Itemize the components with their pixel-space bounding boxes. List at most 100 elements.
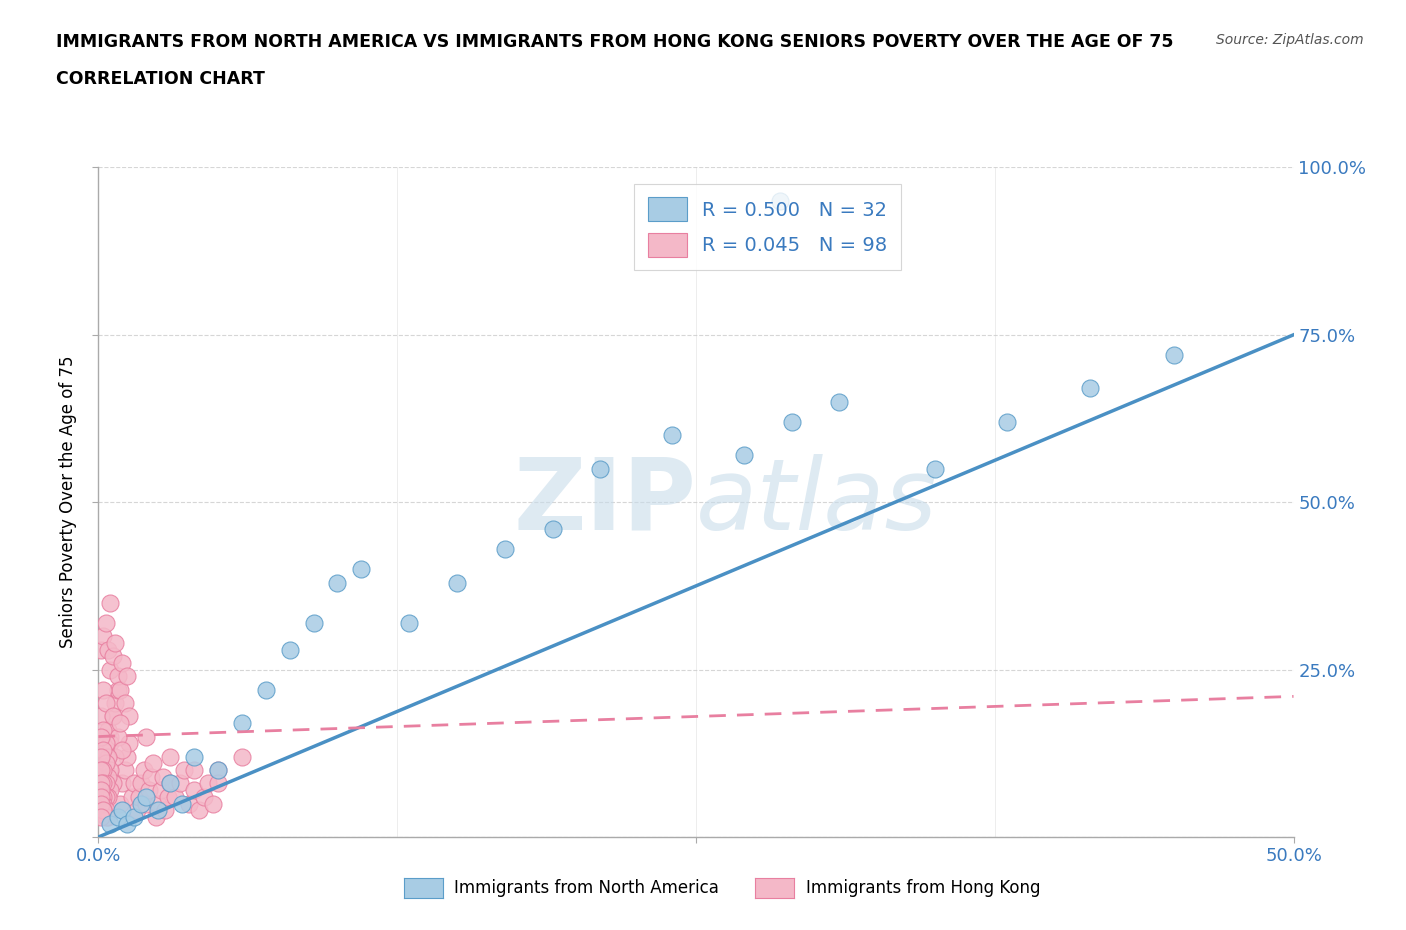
Point	[132, 763, 155, 777]
Point	[91, 742, 114, 757]
Point	[135, 729, 157, 744]
Text: Immigrants from North America: Immigrants from North America	[454, 879, 718, 897]
Point	[828, 394, 851, 409]
Point	[494, 541, 516, 556]
Text: atlas: atlas	[696, 454, 938, 551]
Point	[254, 683, 277, 698]
Point	[302, 616, 325, 631]
Point	[661, 428, 683, 443]
Point	[107, 729, 129, 744]
Point	[98, 595, 122, 610]
Point	[107, 683, 129, 698]
Point	[98, 817, 122, 831]
Point	[108, 683, 131, 698]
Point	[90, 783, 112, 798]
Point	[156, 790, 179, 804]
Point	[142, 756, 165, 771]
Point	[163, 790, 186, 804]
Point	[94, 696, 117, 711]
Point	[172, 796, 194, 811]
Point	[541, 522, 564, 537]
Point	[1163, 348, 1185, 363]
Point	[125, 803, 148, 817]
Point	[183, 783, 205, 798]
Legend: R = 0.500   N = 32, R = 0.045   N = 98: R = 0.500 N = 32, R = 0.045 N = 98	[634, 184, 901, 270]
Point	[90, 642, 112, 657]
Point	[108, 796, 131, 811]
Point	[197, 776, 219, 790]
Point	[101, 649, 124, 664]
Point	[94, 756, 117, 771]
Text: CORRELATION CHART: CORRELATION CHART	[56, 70, 266, 87]
Text: ZIP: ZIP	[513, 454, 696, 551]
Point	[733, 448, 755, 463]
Point	[231, 716, 253, 731]
Point	[121, 790, 143, 804]
Point	[155, 803, 177, 817]
Point	[202, 796, 225, 811]
Point	[104, 696, 127, 711]
Point	[118, 709, 141, 724]
Point	[149, 783, 172, 798]
Point	[97, 723, 120, 737]
Point	[139, 769, 162, 784]
Point	[104, 635, 127, 650]
Point	[207, 763, 229, 777]
Point	[446, 575, 468, 590]
Point	[97, 790, 120, 804]
Point	[94, 736, 117, 751]
Point	[152, 769, 174, 784]
Point	[187, 803, 209, 817]
Point	[128, 790, 150, 804]
Point	[91, 723, 114, 737]
Point	[768, 193, 790, 208]
Point	[91, 803, 114, 817]
Point	[124, 776, 146, 790]
Point	[207, 763, 229, 777]
Point	[91, 629, 114, 644]
Point	[169, 776, 191, 790]
Point	[115, 669, 138, 684]
Point	[91, 776, 114, 790]
Point	[278, 642, 301, 657]
Point	[135, 796, 157, 811]
Point	[179, 796, 201, 811]
Point	[94, 790, 117, 804]
Point	[135, 790, 157, 804]
Point	[97, 750, 120, 764]
Point	[131, 796, 153, 811]
Point	[159, 776, 181, 790]
Point	[115, 750, 138, 764]
Point	[183, 763, 205, 777]
Point	[115, 817, 138, 831]
Point	[114, 763, 136, 777]
Point	[101, 709, 124, 724]
Point	[193, 790, 215, 804]
Point	[98, 783, 122, 798]
Point	[97, 809, 120, 824]
Point	[104, 750, 127, 764]
Point	[124, 809, 146, 824]
Point	[90, 796, 112, 811]
Point	[91, 763, 114, 777]
Point	[924, 461, 946, 476]
Point	[780, 415, 803, 430]
Point	[111, 803, 134, 817]
Point	[101, 709, 124, 724]
Point	[91, 796, 114, 811]
Point	[138, 783, 160, 798]
Text: IMMIGRANTS FROM NORTH AMERICA VS IMMIGRANTS FROM HONG KONG SENIORS POVERTY OVER : IMMIGRANTS FROM NORTH AMERICA VS IMMIGRA…	[56, 33, 1174, 50]
Point	[148, 796, 170, 811]
Point	[97, 642, 120, 657]
Point	[94, 763, 117, 777]
Text: Immigrants from Hong Kong: Immigrants from Hong Kong	[806, 879, 1040, 897]
Point	[101, 776, 124, 790]
Point	[118, 736, 141, 751]
Point	[98, 662, 122, 677]
Point	[90, 776, 112, 790]
Point	[90, 809, 112, 824]
Point	[159, 776, 181, 790]
Point	[111, 742, 134, 757]
Point	[111, 656, 134, 671]
Point	[183, 750, 205, 764]
